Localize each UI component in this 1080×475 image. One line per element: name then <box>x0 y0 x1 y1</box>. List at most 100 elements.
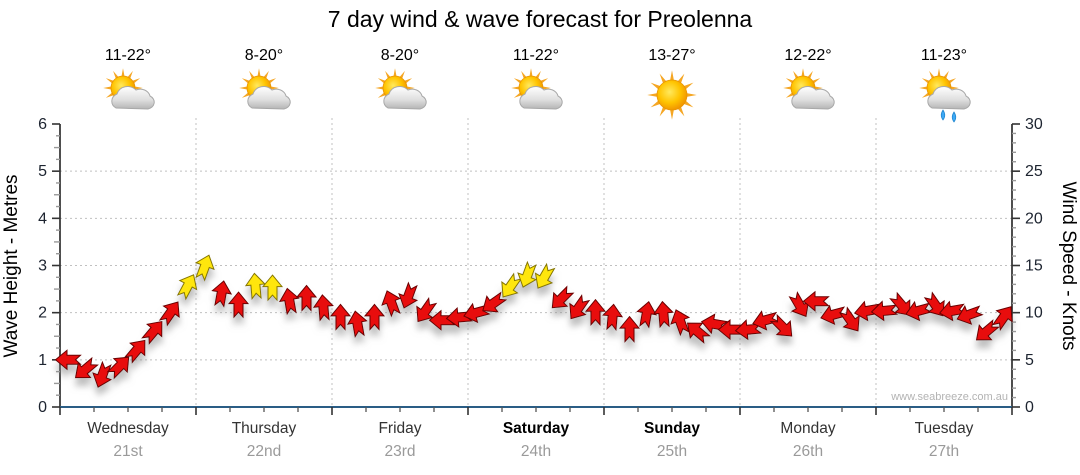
left-tick-label: 6 <box>38 116 47 133</box>
day-date-label: 22nd <box>247 443 281 460</box>
cloud <box>247 86 291 110</box>
wind-arrow <box>652 300 674 329</box>
cloud <box>111 86 155 110</box>
wind-arrow <box>956 305 984 325</box>
wind-arrow <box>991 306 1013 332</box>
wind-arrow <box>769 313 793 337</box>
wind-arrow <box>975 319 1000 341</box>
day-temp-label: 11-23° <box>921 47 967 64</box>
wind-arrow <box>482 291 508 313</box>
wind-arrow <box>517 260 538 288</box>
day-temp-label: 13-27° <box>648 47 695 64</box>
day-name-label: Wednesday <box>87 420 169 437</box>
raindrop <box>940 109 946 121</box>
day-temp-label: 8-20° <box>245 47 283 64</box>
wind-arrow <box>329 303 352 331</box>
wind-arrow <box>261 274 284 302</box>
day-date-label: 24th <box>521 443 551 460</box>
wind-arrow <box>734 319 763 341</box>
cloud <box>791 86 835 110</box>
weather-icon-partly-cloudy <box>103 68 155 110</box>
wind-arrow <box>124 339 146 364</box>
right-tick-label: 0 <box>1025 399 1034 416</box>
left-tick-label: 5 <box>38 163 47 180</box>
wind-arrow <box>398 281 419 309</box>
day-headers: 11-22° 8-20° 8-20° 11-22° 13-27° 12-22° 11-23° <box>103 47 971 123</box>
day-date-label: 27th <box>929 443 959 460</box>
weather-icon-partly-cloudy-showers <box>919 68 971 123</box>
wind-arrow <box>889 291 911 316</box>
day-date-label: 25th <box>657 443 687 460</box>
wind-arrow <box>870 300 899 322</box>
wind-arrow <box>569 294 591 320</box>
right-tick-label: 15 <box>1025 258 1043 275</box>
left-tick-label: 0 <box>38 399 47 416</box>
right-tick-label: 30 <box>1025 116 1043 133</box>
axes <box>52 123 1020 415</box>
wind-arrow <box>346 310 368 338</box>
wind-arrow <box>176 274 198 301</box>
wind-arrow <box>416 297 438 323</box>
wind-arrow <box>670 309 691 337</box>
left-tick-label: 2 <box>38 305 47 322</box>
weather-icon-sunny <box>647 70 697 120</box>
wind-arrow <box>312 294 334 322</box>
wind-arrow <box>686 322 711 344</box>
day-date-label: 23rd <box>384 443 415 460</box>
x-axis-day-labels: Wednesday 21st Thursday 22nd Friday 23rd Satur… <box>87 420 973 460</box>
wind-arrow <box>194 254 215 282</box>
wind-arrow <box>584 298 607 327</box>
wind-arrow <box>106 356 130 380</box>
day-name-label: Monday <box>780 420 835 437</box>
cloud <box>519 86 563 110</box>
left-tick-label: 4 <box>38 210 47 227</box>
day-temp-label: 11-22° <box>513 47 559 64</box>
right-tick-label: 5 <box>1025 352 1034 369</box>
weather-icon-partly-cloudy <box>375 68 427 110</box>
day-date-label: 21st <box>113 443 143 460</box>
wind-arrow <box>938 300 967 322</box>
wind-arrow <box>618 315 641 343</box>
wind-arrow <box>227 291 250 319</box>
wind-arrow <box>244 272 266 300</box>
right-tick-label: 20 <box>1025 210 1043 227</box>
wind-arrow <box>802 290 830 312</box>
left-axis-title: Wave Height - Metres <box>1 174 22 357</box>
wind-arrow <box>534 262 556 289</box>
raindrop <box>951 111 957 123</box>
day-date-label: 26th <box>793 443 823 460</box>
wind-arrow <box>923 291 945 317</box>
wind-arrow <box>74 356 99 379</box>
wind-arrow <box>551 285 575 309</box>
right-axis-title: Wind Speed - Knots <box>1058 182 1079 351</box>
right-tick-label: 25 <box>1025 163 1043 180</box>
wind-arrow <box>295 284 318 312</box>
tick-labels: 0 1 2 3 4 5 6 0 5 10 15 20 25 30 <box>38 116 1043 416</box>
day-temp-label: 8-20° <box>381 47 419 64</box>
weather-icon-partly-cloudy <box>511 68 563 110</box>
cloud <box>927 86 971 110</box>
day-temp-label: 11-22° <box>105 47 151 64</box>
sun-disc <box>656 79 688 111</box>
wind-arrow <box>363 303 386 331</box>
wind-arrow <box>92 360 113 388</box>
wind-arrow <box>158 301 180 327</box>
day-temp-label: 12-22° <box>784 47 831 64</box>
wind-arrow <box>602 303 624 332</box>
chart-title: 7 day wind & wave forecast for Preolenna <box>327 6 753 32</box>
left-tick-label: 1 <box>38 352 47 369</box>
wind-arrow <box>381 290 402 318</box>
wind-arrow <box>501 272 523 298</box>
wind-arrow <box>141 320 163 345</box>
wind-arrow <box>54 349 82 371</box>
wind-arrow <box>838 306 860 332</box>
day-name-label: Friday <box>378 420 421 437</box>
wind-arrow <box>211 280 233 308</box>
day-name-label: Saturday <box>503 420 570 437</box>
wind-arrow <box>278 287 300 316</box>
weather-icon-partly-cloudy <box>783 68 835 110</box>
wind-arrow <box>636 301 658 329</box>
wind-arrow-series <box>54 254 1013 388</box>
